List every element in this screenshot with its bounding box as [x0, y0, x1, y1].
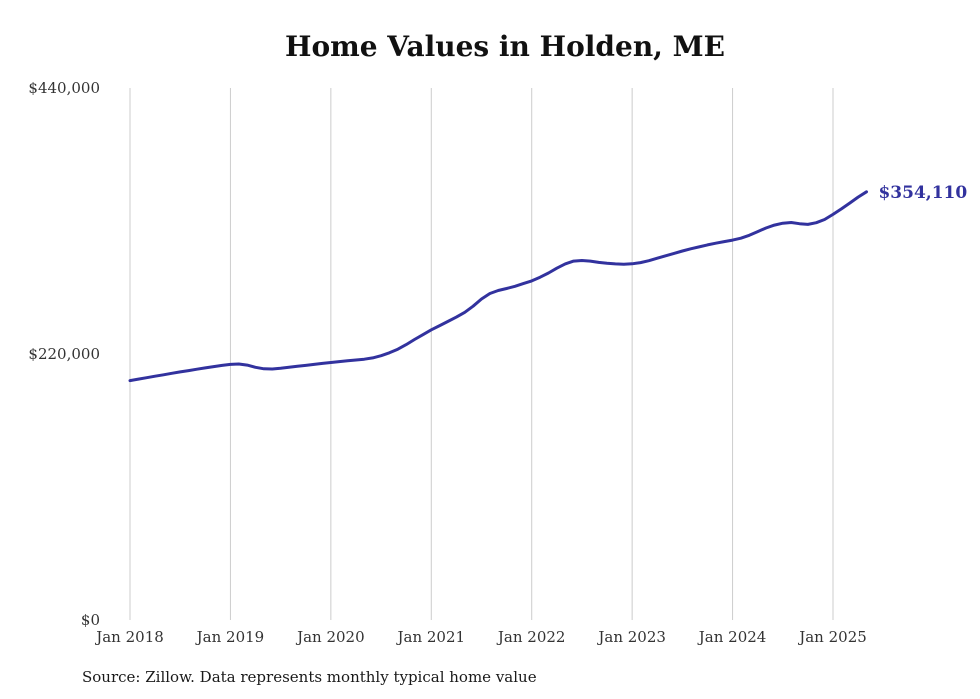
- chart-title: Home Values in Holden, ME: [285, 30, 725, 63]
- y-axis-tick-labels: $0 $220,000 $440,000: [28, 79, 100, 629]
- x-tick-label: Jan 2020: [295, 628, 365, 646]
- y-tick-label: $0: [81, 611, 100, 629]
- gridlines: [129, 88, 834, 620]
- x-axis-tick-labels: Jan 2018 Jan 2019 Jan 2020 Jan 2021 Jan 2022…: [94, 628, 867, 646]
- x-tick-label: Jan 2023: [596, 628, 666, 646]
- end-value-label: $354,110: [878, 183, 967, 203]
- y-tick-label: $220,000: [28, 345, 100, 363]
- source-note: Source: Zillow. Data represents monthly …: [82, 668, 537, 686]
- home-value-line: [128, 190, 868, 383]
- y-tick-label: $440,000: [28, 79, 100, 97]
- x-tick-label: Jan 2025: [797, 628, 867, 646]
- x-tick-label: Jan 2018: [94, 628, 164, 646]
- x-tick-label: Jan 2022: [496, 628, 566, 646]
- x-tick-label: Jan 2024: [697, 628, 767, 646]
- x-tick-label: Jan 2021: [396, 628, 466, 646]
- x-tick-label: Jan 2019: [195, 628, 265, 646]
- value-line-series: [128, 190, 868, 383]
